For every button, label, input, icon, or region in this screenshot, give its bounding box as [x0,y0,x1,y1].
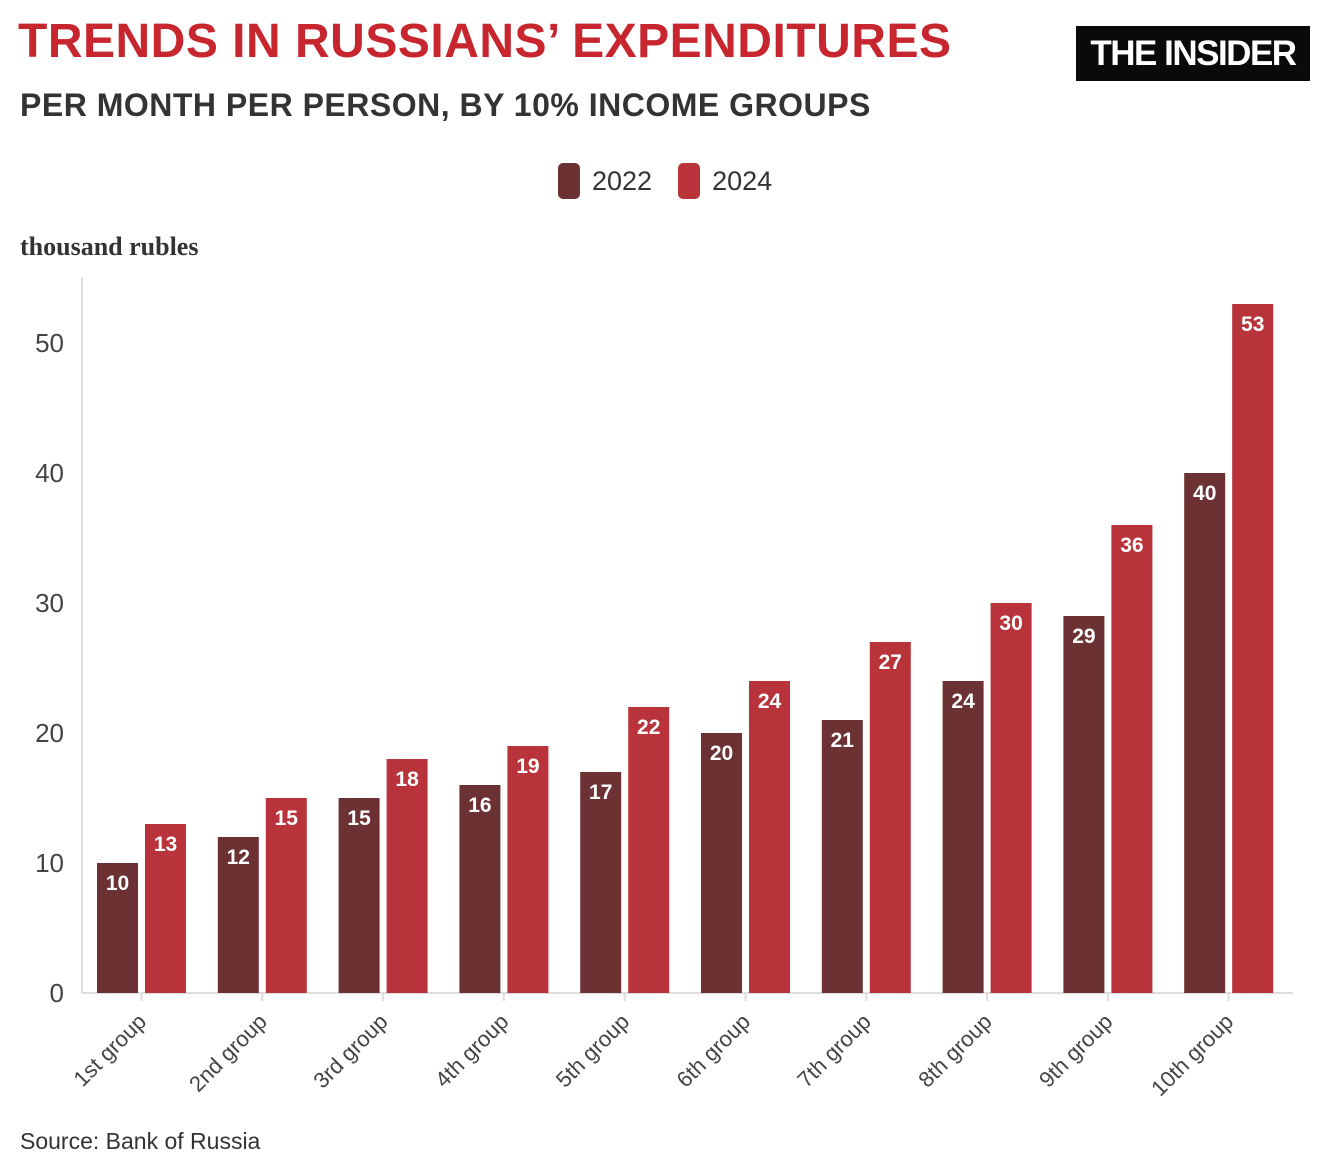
chart-subtitle: PER MONTH PER PERSON, BY 10% INCOME GROU… [20,87,871,123]
y-tick-label: 0 [50,978,64,1008]
x-category-label: 7th group [792,1009,875,1092]
bar-2022 [821,720,863,993]
bar-2024 [990,603,1032,993]
bar-value-label-2024: 13 [154,833,177,856]
x-category-label: 4th group [430,1009,513,1092]
x-category-label: 3rd group [308,1009,392,1093]
x-category-label: 9th group [1034,1009,1117,1092]
y-tick-label: 50 [35,328,64,358]
bar-value-label-2022: 29 [1072,625,1095,648]
bar-2024 [749,681,790,993]
legend-swatch-2024 [678,163,701,199]
source-note: Source: Bank of Russia [20,1128,261,1154]
bar-value-label-2024: 36 [1120,534,1143,557]
bar-value-label-2022: 15 [347,807,371,830]
x-category-label: 6th group [672,1009,755,1092]
bar-2024 [1232,304,1274,993]
bar-2024 [507,746,549,993]
bar-2022 [1184,473,1226,993]
legend-label-2024: 2024 [712,165,773,196]
bar-value-label-2024: 53 [1241,313,1264,336]
bar-2024 [869,642,911,993]
bar-2022 [942,681,984,993]
bar-2022 [701,733,742,993]
bar-2022 [217,837,259,993]
chart-legend: 2022 2024 [558,163,798,199]
y-tick-label: 40 [35,458,64,488]
x-category-label: 2nd group [184,1009,272,1097]
bar-value-label-2024: 15 [275,807,299,830]
bar-value-label-2024: 30 [999,612,1022,635]
bar-value-label-2022: 12 [227,846,250,869]
bar-2024 [628,707,670,993]
bar-2024 [386,759,428,993]
bar-2024 [265,798,307,993]
bar-value-label-2022: 16 [468,794,491,817]
bar-2024 [1111,525,1153,993]
legend-item-2022: 2022 [558,163,652,199]
x-category-label: 5th group [551,1009,634,1092]
legend-label-2022: 2022 [592,165,653,196]
y-tick-label: 20 [35,718,64,748]
bar-value-label-2024: 18 [395,768,419,791]
bar-value-label-2022: 24 [951,690,975,713]
bar-2022 [459,785,501,993]
bar-2022 [1063,616,1105,993]
bar-2022 [580,772,622,993]
bar-2022 [338,798,380,993]
bar-value-label-2022: 10 [106,872,129,895]
publisher-logo: THE INSIDER [1076,26,1310,81]
legend-item-2024: 2024 [678,163,772,199]
bar-value-label-2022: 17 [589,781,612,804]
x-category-label: 10th group [1146,1009,1238,1101]
bar-value-label-2024: 24 [758,690,782,713]
y-tick-label: 10 [35,848,64,878]
y-tick-label: 30 [35,588,64,618]
x-category-label: 8th group [913,1009,996,1092]
bar-value-label-2022: 40 [1193,482,1216,505]
legend-swatch-2022 [558,163,580,199]
bar-2022 [97,863,138,993]
bar-value-label-2024: 22 [637,716,660,739]
bar-value-label-2024: 27 [879,651,902,674]
x-category-label: 1st group [68,1009,151,1092]
bar-value-label-2024: 19 [516,755,539,778]
chart-title: TRENDS IN RUSSIANS’ EXPENDITURES [18,15,952,68]
bar-value-label-2022: 20 [710,742,733,765]
y-axis-unit-label: thousand rubles [20,232,199,261]
bar-value-label-2022: 21 [831,729,855,752]
bar-2024 [145,824,186,993]
